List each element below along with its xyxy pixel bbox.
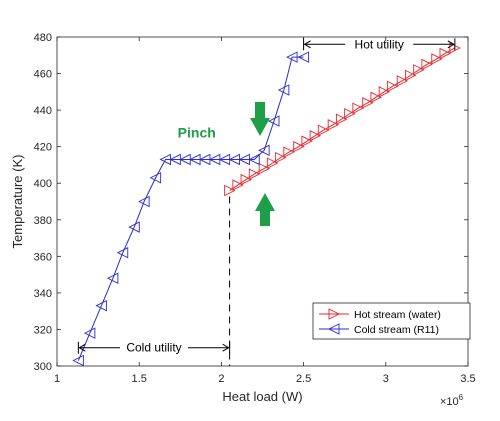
x-tick-label: 3 [383, 373, 389, 385]
series-1-point [248, 153, 260, 166]
hot-utility-arrow-right-arrowhead [447, 40, 455, 49]
legend-swatch-marker-0 [328, 308, 341, 320]
series-0-point [378, 86, 391, 98]
series-0-point [283, 146, 295, 158]
series-0-point [386, 80, 399, 93]
y-tick-label: 480 [34, 32, 52, 44]
series-0-point [405, 69, 417, 82]
series-layer [72, 42, 461, 367]
y-tick-label: 460 [34, 69, 52, 81]
series-0-point [275, 151, 287, 164]
y-tick-label: 440 [34, 105, 52, 117]
plot-area: 1 1.5 2 2.5 3 3.5 300 320 340 360 380 400 420 440 460 4… [34, 32, 476, 385]
series-0-point [293, 140, 305, 153]
hot-utility-label: Hot utility [355, 37, 404, 51]
series-1-point [106, 272, 119, 284]
series-1-point [72, 354, 84, 367]
series-0-point [327, 119, 340, 131]
y-tick-label: 300 [34, 361, 52, 373]
axes-box [56, 36, 469, 367]
series-1-point [277, 84, 290, 96]
y-tick-label: 320 [34, 324, 52, 336]
series-1-point [297, 51, 310, 63]
series-0-point [240, 173, 253, 186]
series-0-point [301, 135, 313, 147]
x-axis-title: Heat load (W) [222, 389, 302, 404]
x-tick-label: 3.5 [460, 373, 475, 385]
cold-utility-label: Cold utility [126, 341, 181, 355]
series-0-point [248, 168, 261, 180]
series-0-point [266, 157, 279, 169]
x-axis-exponent: ×106 [440, 393, 464, 408]
x-exponent-power: 6 [459, 393, 464, 402]
series-0-point [362, 97, 374, 109]
cold-utility-arrow-right-arrowhead [222, 343, 230, 352]
series-0-point [258, 162, 271, 175]
annotation-layer: Hot utility Cold utility Pinch [77, 37, 456, 366]
series-1-point [95, 299, 107, 312]
series-1-point [268, 115, 280, 127]
series-1-point [138, 195, 150, 208]
series-line-0 [229, 47, 456, 191]
legend-entry-cold-stream: Cold stream (R11) [354, 324, 439, 336]
y-tick-label: 360 [34, 251, 52, 263]
series-0-point [421, 58, 433, 71]
series-0-point [309, 129, 322, 142]
y-tick-label: 400 [34, 178, 52, 190]
hot-utility-arrow-left-arrowhead [303, 40, 311, 49]
series-0-point [335, 113, 348, 125]
series-0-point [370, 91, 382, 104]
y-tick-label: 340 [34, 288, 52, 300]
x-tick-label: 1.5 [132, 373, 147, 385]
y-tick-label: 380 [34, 215, 52, 227]
series-line-1 [77, 56, 304, 361]
legend-swatch-marker-1 [327, 323, 340, 335]
series-1-point [258, 144, 270, 157]
series-0-point [224, 184, 236, 197]
pinch-arrow-up-icon [255, 193, 275, 226]
y-axis-title: Temperature (K) [10, 155, 25, 249]
axis-text-layer: Heat load (W) Temperature (K) ×106 [10, 155, 464, 408]
legend: Hot stream (water) Cold stream (R11) [312, 302, 471, 340]
x-tick-label: 1 [54, 373, 60, 385]
x-tick-label: 2 [218, 373, 224, 385]
series-0-point [413, 64, 425, 76]
x-exponent-base: ×10 [440, 396, 459, 408]
series-0-point [344, 108, 356, 120]
series-1-point [286, 51, 298, 63]
legend-entry-hot-stream: Hot stream (water) [354, 309, 441, 321]
pinch-label: Pinch [178, 125, 216, 141]
series-1-point [83, 327, 96, 339]
series-0-point [396, 75, 409, 87]
x-tick-label: 2.5 [296, 373, 311, 385]
series-1-point [149, 172, 162, 184]
y-tick-label: 420 [34, 142, 52, 154]
cold-utility-arrow-left-arrowhead [78, 343, 86, 352]
series-0-point [317, 124, 330, 136]
series-0-point [232, 179, 244, 191]
series-0-point [439, 47, 451, 60]
series-1-point [116, 246, 129, 259]
series-0-point [352, 102, 364, 115]
series-0-point [431, 53, 443, 65]
pinch-arrow-down-icon [250, 102, 270, 136]
series-1-point [128, 221, 140, 233]
